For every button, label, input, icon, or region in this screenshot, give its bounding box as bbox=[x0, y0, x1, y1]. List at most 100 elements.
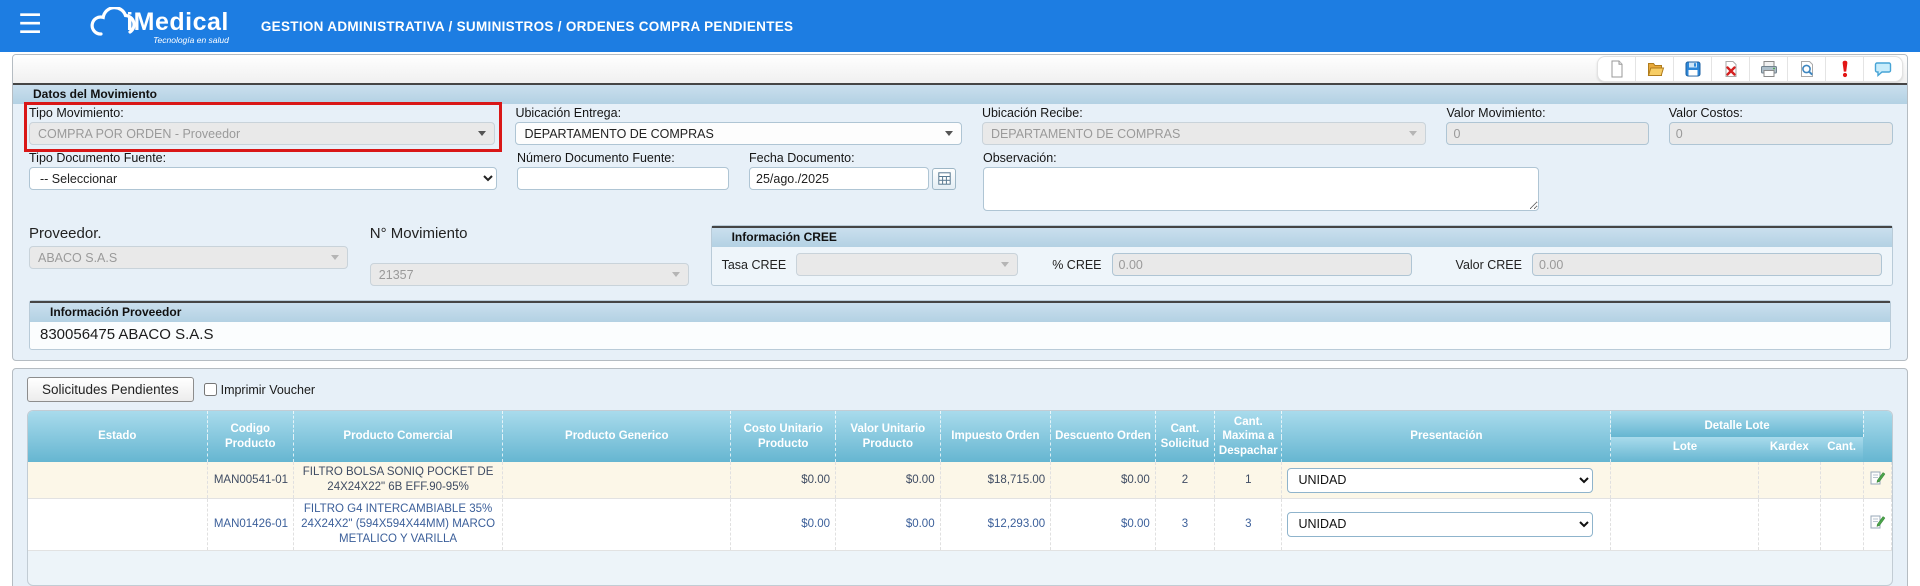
tipo-movimiento-field: Tipo Movimiento: COMPRA POR ORDEN - Prov… bbox=[29, 106, 495, 145]
cell-cant-solicitud: 2 bbox=[1155, 462, 1214, 498]
ubicacion-entrega-dropdown[interactable]: DEPARTAMENTO DE COMPRAS bbox=[515, 122, 962, 145]
observacion-textarea[interactable] bbox=[983, 167, 1539, 211]
info-proveedor-panel: Información Proveedor 830056475 ABACO S.… bbox=[29, 300, 1891, 350]
cell-estado bbox=[28, 499, 207, 551]
calendar-icon[interactable] bbox=[932, 168, 956, 190]
cell-lote bbox=[1611, 462, 1759, 498]
app-header: ☰ iMedical Tecnología en salud GESTION A… bbox=[0, 0, 1920, 52]
numero-documento-fuente-field: Número Documento Fuente: bbox=[517, 151, 729, 190]
logo-title: iMedical bbox=[126, 8, 229, 37]
open-folder-icon[interactable] bbox=[1636, 57, 1674, 81]
save-icon[interactable] bbox=[1674, 57, 1712, 81]
col-codigo-producto: Codigo Producto bbox=[207, 411, 293, 462]
section-title-datos-movimiento: Datos del Movimiento bbox=[13, 85, 1907, 104]
alert-icon[interactable] bbox=[1826, 57, 1864, 81]
presentacion-select[interactable]: UNIDAD bbox=[1287, 468, 1592, 493]
imprimir-voucher-label: Imprimir Voucher bbox=[221, 383, 315, 397]
table-row: MAN00541-01 FILTRO BOLSA SONIQ POCKET DE… bbox=[28, 462, 1892, 498]
presentacion-select[interactable]: UNIDAD bbox=[1287, 512, 1592, 537]
col-costo-unitario: Costo Unitario Producto bbox=[731, 411, 836, 462]
section-title-cree: Información CREE bbox=[712, 228, 1892, 247]
cell-costo: $0.00 bbox=[731, 462, 836, 498]
valor-movimiento-label: Valor Movimiento: bbox=[1446, 106, 1648, 120]
col-detalle-lote: Detalle Lote bbox=[1611, 411, 1863, 437]
col-valor-unitario: Valor Unitario Producto bbox=[836, 411, 941, 462]
observacion-field: Observación: bbox=[983, 151, 1539, 211]
cell-cant bbox=[1820, 499, 1863, 551]
fecha-documento-field: Fecha Documento: bbox=[749, 151, 963, 190]
table-row: MAN01426-01 FILTRO G4 INTERCAMBIABLE 35%… bbox=[28, 499, 1892, 551]
edit-row-icon[interactable] bbox=[1863, 462, 1891, 498]
cell-kardex bbox=[1759, 462, 1820, 498]
cell-codigo: MAN01426-01 bbox=[207, 499, 293, 551]
chevron-down-icon bbox=[945, 131, 953, 136]
chevron-down-icon bbox=[1409, 131, 1417, 136]
tipo-documento-fuente-field: Tipo Documento Fuente: -- Seleccionar bbox=[29, 151, 497, 190]
col-cant-solicitud: Cant. Solicitud bbox=[1155, 411, 1214, 462]
imprimir-voucher-checkbox[interactable] bbox=[204, 383, 217, 396]
tipo-movimiento-dropdown: COMPRA POR ORDEN - Proveedor bbox=[29, 122, 495, 145]
cell-cant-maxima: 1 bbox=[1215, 462, 1282, 498]
orders-table-container: Estado Codigo Producto Producto Comercia… bbox=[27, 410, 1893, 586]
cell-comercial: FILTRO G4 INTERCAMBIABLE 35% 24X24X2" (5… bbox=[293, 499, 502, 551]
chevron-down-icon bbox=[1001, 262, 1009, 267]
movement-panel: Datos del Movimiento Tipo Movimiento: CO… bbox=[12, 54, 1908, 361]
valor-cree-input bbox=[1532, 253, 1882, 276]
chevron-down-icon bbox=[478, 131, 486, 136]
solicitudes-panel: Solicitudes Pendientes Imprimir Voucher … bbox=[12, 368, 1908, 586]
print-icon[interactable] bbox=[1750, 57, 1788, 81]
tasa-cree-dropdown bbox=[796, 253, 1018, 276]
proveedor-dropdown: ABACO S.A.S bbox=[29, 246, 348, 269]
col-cant: Cant. bbox=[1820, 437, 1863, 463]
numero-movimiento-label: N° Movimiento bbox=[370, 225, 689, 242]
chevron-down-icon bbox=[672, 272, 680, 277]
col-kardex: Kardex bbox=[1759, 437, 1820, 463]
delete-icon[interactable] bbox=[1712, 57, 1750, 81]
toolbar-row bbox=[13, 55, 1907, 85]
fecha-documento-input[interactable] bbox=[749, 167, 929, 190]
valor-costos-field: Valor Costos: bbox=[1669, 106, 1893, 145]
cell-generico bbox=[503, 499, 731, 551]
tipo-documento-fuente-select[interactable]: -- Seleccionar bbox=[29, 167, 497, 190]
col-lote: Lote bbox=[1611, 437, 1759, 463]
cell-valor: $0.00 bbox=[836, 499, 941, 551]
cell-cant bbox=[1820, 462, 1863, 498]
col-cant-maxima: Cant. Maxima a Despachar bbox=[1215, 411, 1282, 462]
preview-icon[interactable] bbox=[1788, 57, 1826, 81]
cell-cant-maxima: 3 bbox=[1215, 499, 1282, 551]
cell-comercial: FILTRO BOLSA SONIQ POCKET DE 24X24X22" 6… bbox=[293, 462, 502, 498]
col-producto-generico: Producto Generico bbox=[503, 411, 731, 462]
cell-descuento: $0.00 bbox=[1051, 499, 1156, 551]
new-document-icon[interactable] bbox=[1598, 57, 1636, 81]
solicitudes-pendientes-button[interactable]: Solicitudes Pendientes bbox=[27, 377, 194, 402]
cell-kardex bbox=[1759, 499, 1820, 551]
ubicacion-recibe-field: Ubicación Recibe: DEPARTAMENTO DE COMPRA… bbox=[982, 106, 1427, 145]
tipo-documento-fuente-label: Tipo Documento Fuente: bbox=[29, 151, 497, 165]
pct-cree-label: % CREE bbox=[1052, 258, 1101, 272]
edit-row-icon[interactable] bbox=[1863, 499, 1891, 551]
tasa-cree-label: Tasa CREE bbox=[722, 258, 787, 272]
comment-icon[interactable] bbox=[1864, 57, 1902, 81]
menu-icon[interactable]: ☰ bbox=[18, 11, 42, 38]
movement-form: Tipo Movimiento: COMPRA POR ORDEN - Prov… bbox=[13, 104, 1907, 219]
proveedor-field: Proveedor. ABACO S.A.S bbox=[29, 225, 348, 286]
col-impuesto-orden: Impuesto Orden bbox=[940, 411, 1051, 462]
numero-documento-fuente-input[interactable] bbox=[517, 167, 729, 190]
valor-costos-label: Valor Costos: bbox=[1669, 106, 1893, 120]
cell-costo: $0.00 bbox=[731, 499, 836, 551]
chevron-down-icon bbox=[331, 255, 339, 260]
toolbar bbox=[1597, 56, 1903, 82]
ubicacion-entrega-label: Ubicación Entrega: bbox=[515, 106, 962, 120]
cell-impuesto: $12,293.00 bbox=[940, 499, 1051, 551]
orders-table: Estado Codigo Producto Producto Comercia… bbox=[28, 411, 1892, 551]
col-presentacion: Presentación bbox=[1282, 411, 1611, 462]
cree-panel: Información CREE Tasa CREE % CREE Valor … bbox=[711, 225, 1893, 286]
section-title-info-proveedor: Información Proveedor bbox=[30, 303, 1890, 322]
cell-cant-solicitud: 3 bbox=[1155, 499, 1214, 551]
cell-generico bbox=[503, 462, 731, 498]
proveedor-row: Proveedor. ABACO S.A.S N° Movimiento 213… bbox=[13, 219, 1907, 292]
pct-cree-input bbox=[1112, 253, 1412, 276]
cell-lote bbox=[1611, 499, 1759, 551]
cell-valor: $0.00 bbox=[836, 462, 941, 498]
ubicacion-recibe-dropdown: DEPARTAMENTO DE COMPRAS bbox=[982, 122, 1427, 145]
